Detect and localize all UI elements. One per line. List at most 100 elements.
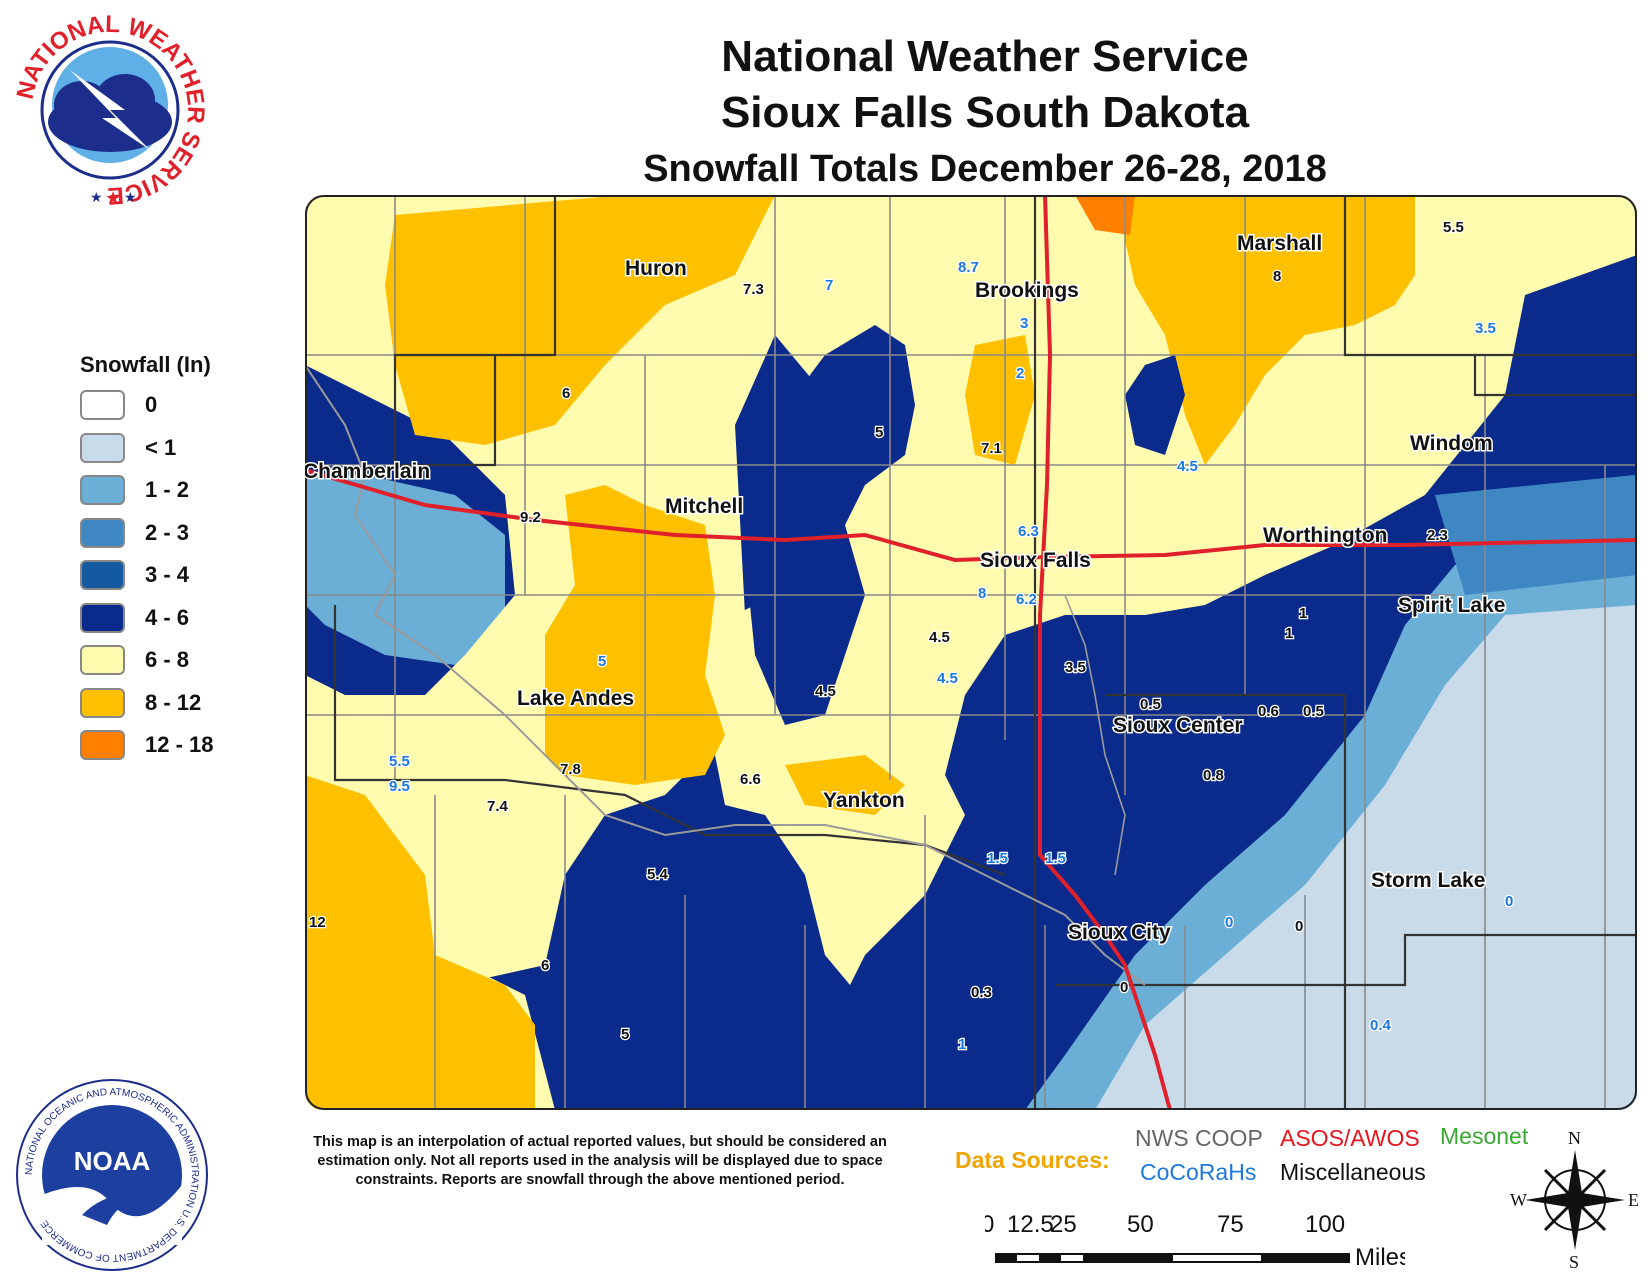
snowfall-6-8-region [305,195,1637,985]
legend-item: 1 - 2 [80,469,280,512]
scale-bar: 0 12.525 50 75 100 Miles [985,1211,1405,1270]
scale-tick: 100 [1305,1211,1345,1238]
city-label: Marshall [1237,232,1322,255]
compass-e: E [1628,1190,1639,1210]
snowfall-8-12-southwest [305,775,535,1110]
legend-label: 1 - 2 [145,477,190,503]
city-label: Sioux Center [1113,714,1243,737]
map-subtitle: Snowfall Totals December 26-28, 2018 [643,148,1327,190]
city-label: Worthington [1263,524,1387,547]
report-value: 4.5 [929,629,950,646]
legend-label: 12 - 18 [145,732,214,758]
snowfall-2-3-region [1435,475,1637,595]
map-border [305,195,1637,1110]
report-value: 4.5 [1177,458,1198,475]
legend-swatch [80,475,125,506]
noaa-logo-icon: NOAA NATIONAL OCEANIC AND ATMOSPHERIC AD… [16,1079,208,1271]
disclaimer-text: This map is an interpolation of actual r… [313,1134,887,1188]
snowfall-legend: Snowfall (In) 0 < 1 1 - 2 2 - 3 3 - 4 4 - 6 6 … [80,352,280,767]
report-value: 7 [825,277,833,294]
city-label: Yankton [823,789,905,812]
source-nws-coop: NWS COOP [1135,1125,1263,1151]
legend-item: 8 - 12 [80,682,280,725]
report-value: 0 [1120,979,1128,996]
city-label: Huron [625,257,687,280]
report-value: 0.8 [1203,767,1224,784]
legend-swatch [80,687,125,718]
compass-rose-icon: N S W E [1510,1130,1639,1270]
report-value: 0.5 [1140,696,1161,713]
city-label: Mitchell [665,495,743,518]
legend-swatch [80,517,125,548]
compass-s: S [1569,1252,1579,1270]
scale-tick: 50 [1127,1211,1154,1238]
report-value: 0 [1295,918,1303,935]
snowfall-4-6-central [745,325,915,725]
report-value: 5.5 [1443,219,1464,236]
report-value: 9.2 [520,509,541,526]
legend-label: 2 - 3 [145,519,190,545]
snowfall-8-12-north [385,195,775,445]
city-label: Spirit Lake [1398,594,1505,617]
report-value: 2 [1016,365,1024,382]
legend-swatch [80,730,125,761]
legend-label: 0 [145,392,158,418]
report-value: 0 [1505,893,1513,910]
compass-w: W [1510,1190,1527,1210]
legend-item: 6 - 8 [80,639,280,682]
snowfall-8-12-marshall [1115,195,1415,465]
legend-item: 4 - 6 [80,597,280,640]
city-label: Sioux Falls [980,549,1091,572]
report-value: 7.3 [743,281,764,298]
snowfall-12-18-region [1075,195,1135,235]
svg-text:★: ★ [90,189,103,205]
report-value: 5 [875,424,883,441]
report-value: 6.3 [1018,523,1039,540]
state-lines [333,195,1637,1110]
snowfall-8-12-central [545,485,725,785]
big-sioux-river [1064,594,1126,876]
svg-text:NOAA: NOAA [74,1146,151,1176]
report-value: 4.5 [937,670,958,687]
compass-n: N [1568,1130,1581,1148]
report-value: 0.5 [1303,703,1324,720]
city-label: Sioux City [1068,921,1171,944]
legend-swatch [80,432,125,463]
report-value: 5 [621,1026,629,1043]
report-value: 12 [309,914,326,931]
svg-text:★: ★ [105,188,121,208]
office-name: Sioux Falls South Dakota [720,88,1250,137]
report-value: 6 [562,385,570,402]
legend-swatch [80,602,125,633]
source-cocorahs: CoCoRaHs [1140,1159,1257,1185]
legend-swatch [80,560,125,591]
nws-logo-icon: NATIONAL WEATHER SERVICE ★ ★ ★ [12,11,210,209]
source-miscellaneous: Miscellaneous [1280,1159,1426,1185]
interstate-highways [305,195,1637,1110]
city-labels: Huron Brookings Marshall Chamberlain Mitchel… [305,231,1507,946]
report-value: 1 [958,1036,966,1053]
report-value: 8 [1273,268,1281,285]
missouri-river [305,364,1146,986]
legend-swatch [80,390,125,421]
report-value: 2.3 [1427,527,1448,544]
city-label: Lake Andes [517,687,634,710]
report-value: 7.8 [560,761,581,778]
scale-tick: 12.5 [1007,1211,1054,1238]
report-value: 5 [598,653,606,670]
report-value: 5.4 [647,866,669,883]
legend-label: < 1 [145,434,177,460]
legend-item: < 1 [80,427,280,470]
report-value: 3.5 [1475,320,1496,337]
report-value: 4.5 [815,683,836,700]
snowfall-8-12-brookings [965,335,1035,465]
svg-text:★: ★ [124,189,137,205]
legend-title: Snowfall (In) [80,352,211,377]
legend-label: 3 - 4 [145,562,190,588]
map-title: National Weather Service [721,32,1249,81]
report-value: 1.5 [987,850,1008,867]
report-value: 3 [1020,315,1028,332]
city-label: Storm Lake [1371,869,1485,892]
legend-item: 0 [80,384,280,427]
report-value: 1 [1285,625,1293,642]
